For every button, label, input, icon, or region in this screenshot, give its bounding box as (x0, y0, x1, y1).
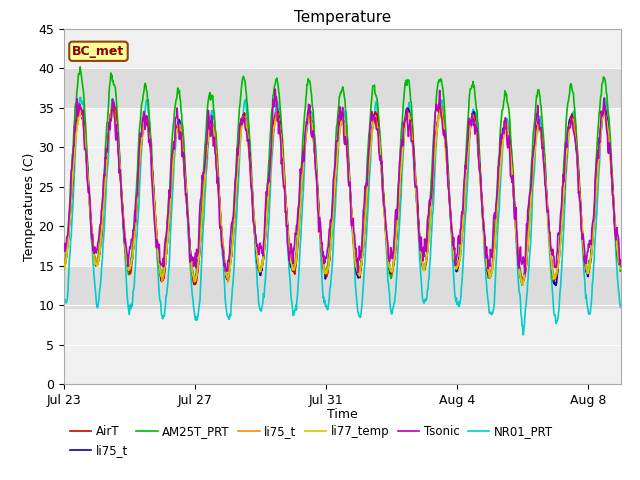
AM25T_PRT (306, 78, 314, 84)
Tsonic (521, 271, 529, 277)
li77_temp (118, 192, 125, 197)
AirT (506, 138, 513, 144)
Bar (64, 265, 621, 309)
NR01_PRT (286, 274, 294, 279)
Line: li75_t: li75_t (64, 106, 621, 282)
Line: AirT: AirT (64, 105, 621, 285)
AirT (110, 102, 118, 108)
li75_t (443, 160, 451, 166)
li75_t (495, 174, 503, 180)
Line: li75_t: li75_t (64, 105, 621, 285)
NR01_PRT (306, 107, 314, 113)
Tsonic (505, 133, 513, 139)
AM25T_PRT (443, 144, 451, 150)
AM25T_PRT (60, 263, 68, 269)
li77_temp (306, 120, 314, 125)
AM25T_PRT (286, 251, 294, 256)
Legend: AirT, li75_t, AM25T_PRT, li75_t, li77_temp, Tsonic, NR01_PRT: AirT, li75_t, AM25T_PRT, li75_t, li77_te… (70, 425, 553, 457)
li75_t (306, 110, 314, 116)
AM25T_PRT (495, 155, 502, 160)
li75_t (60, 262, 68, 267)
X-axis label: Time: Time (327, 408, 358, 421)
NR01_PRT (443, 152, 451, 158)
AirT (307, 113, 314, 119)
Line: Tsonic: Tsonic (64, 89, 621, 274)
Text: BC_met: BC_met (72, 45, 125, 58)
Tsonic (271, 86, 279, 92)
AM25T_PRT (76, 64, 84, 70)
Tsonic (286, 252, 294, 258)
Tsonic (60, 240, 68, 246)
li77_temp (443, 162, 451, 168)
NR01_PRT (520, 332, 527, 338)
NR01_PRT (118, 185, 125, 191)
AM25T_PRT (617, 267, 625, 273)
AirT (118, 190, 125, 195)
NR01_PRT (60, 298, 68, 304)
li75_t (617, 258, 625, 264)
li75_t (505, 133, 513, 139)
li75_t (444, 170, 451, 176)
li77_temp (617, 265, 625, 271)
li77_temp (505, 136, 513, 142)
li77_temp (76, 108, 84, 114)
AirT (495, 176, 503, 182)
NR01_PRT (505, 120, 513, 125)
li75_t (495, 181, 502, 187)
Line: li77_temp: li77_temp (64, 111, 621, 285)
Bar (64, 68, 621, 108)
Tsonic (495, 163, 502, 168)
li77_temp (286, 252, 294, 257)
AM25T_PRT (505, 106, 513, 111)
li75_t (224, 279, 232, 285)
li75_t (506, 138, 513, 144)
NR01_PRT (76, 95, 84, 100)
li75_t (60, 260, 68, 265)
AirT (617, 259, 625, 264)
NR01_PRT (495, 212, 502, 217)
Tsonic (617, 263, 625, 269)
Tsonic (117, 180, 125, 186)
AM25T_PRT (118, 186, 125, 192)
AirT (444, 165, 451, 170)
Line: AM25T_PRT: AM25T_PRT (64, 67, 621, 285)
li75_t (617, 262, 625, 268)
AM25T_PRT (518, 282, 526, 288)
li75_t (287, 254, 294, 260)
Title: Temperature: Temperature (294, 10, 391, 25)
li75_t (118, 191, 125, 196)
Tsonic (443, 157, 451, 163)
li75_t (118, 191, 125, 196)
NR01_PRT (617, 304, 625, 310)
li75_t (109, 102, 117, 108)
AirT (60, 266, 68, 272)
AirT (191, 282, 198, 288)
li77_temp (495, 187, 502, 193)
Tsonic (306, 102, 314, 108)
li77_temp (60, 263, 68, 268)
li75_t (307, 114, 314, 120)
li75_t (552, 282, 560, 288)
li75_t (109, 103, 116, 108)
li77_temp (520, 282, 527, 288)
li75_t (286, 252, 294, 257)
AirT (287, 253, 294, 259)
Y-axis label: Temperatures (C): Temperatures (C) (22, 152, 36, 261)
Line: NR01_PRT: NR01_PRT (64, 97, 621, 335)
